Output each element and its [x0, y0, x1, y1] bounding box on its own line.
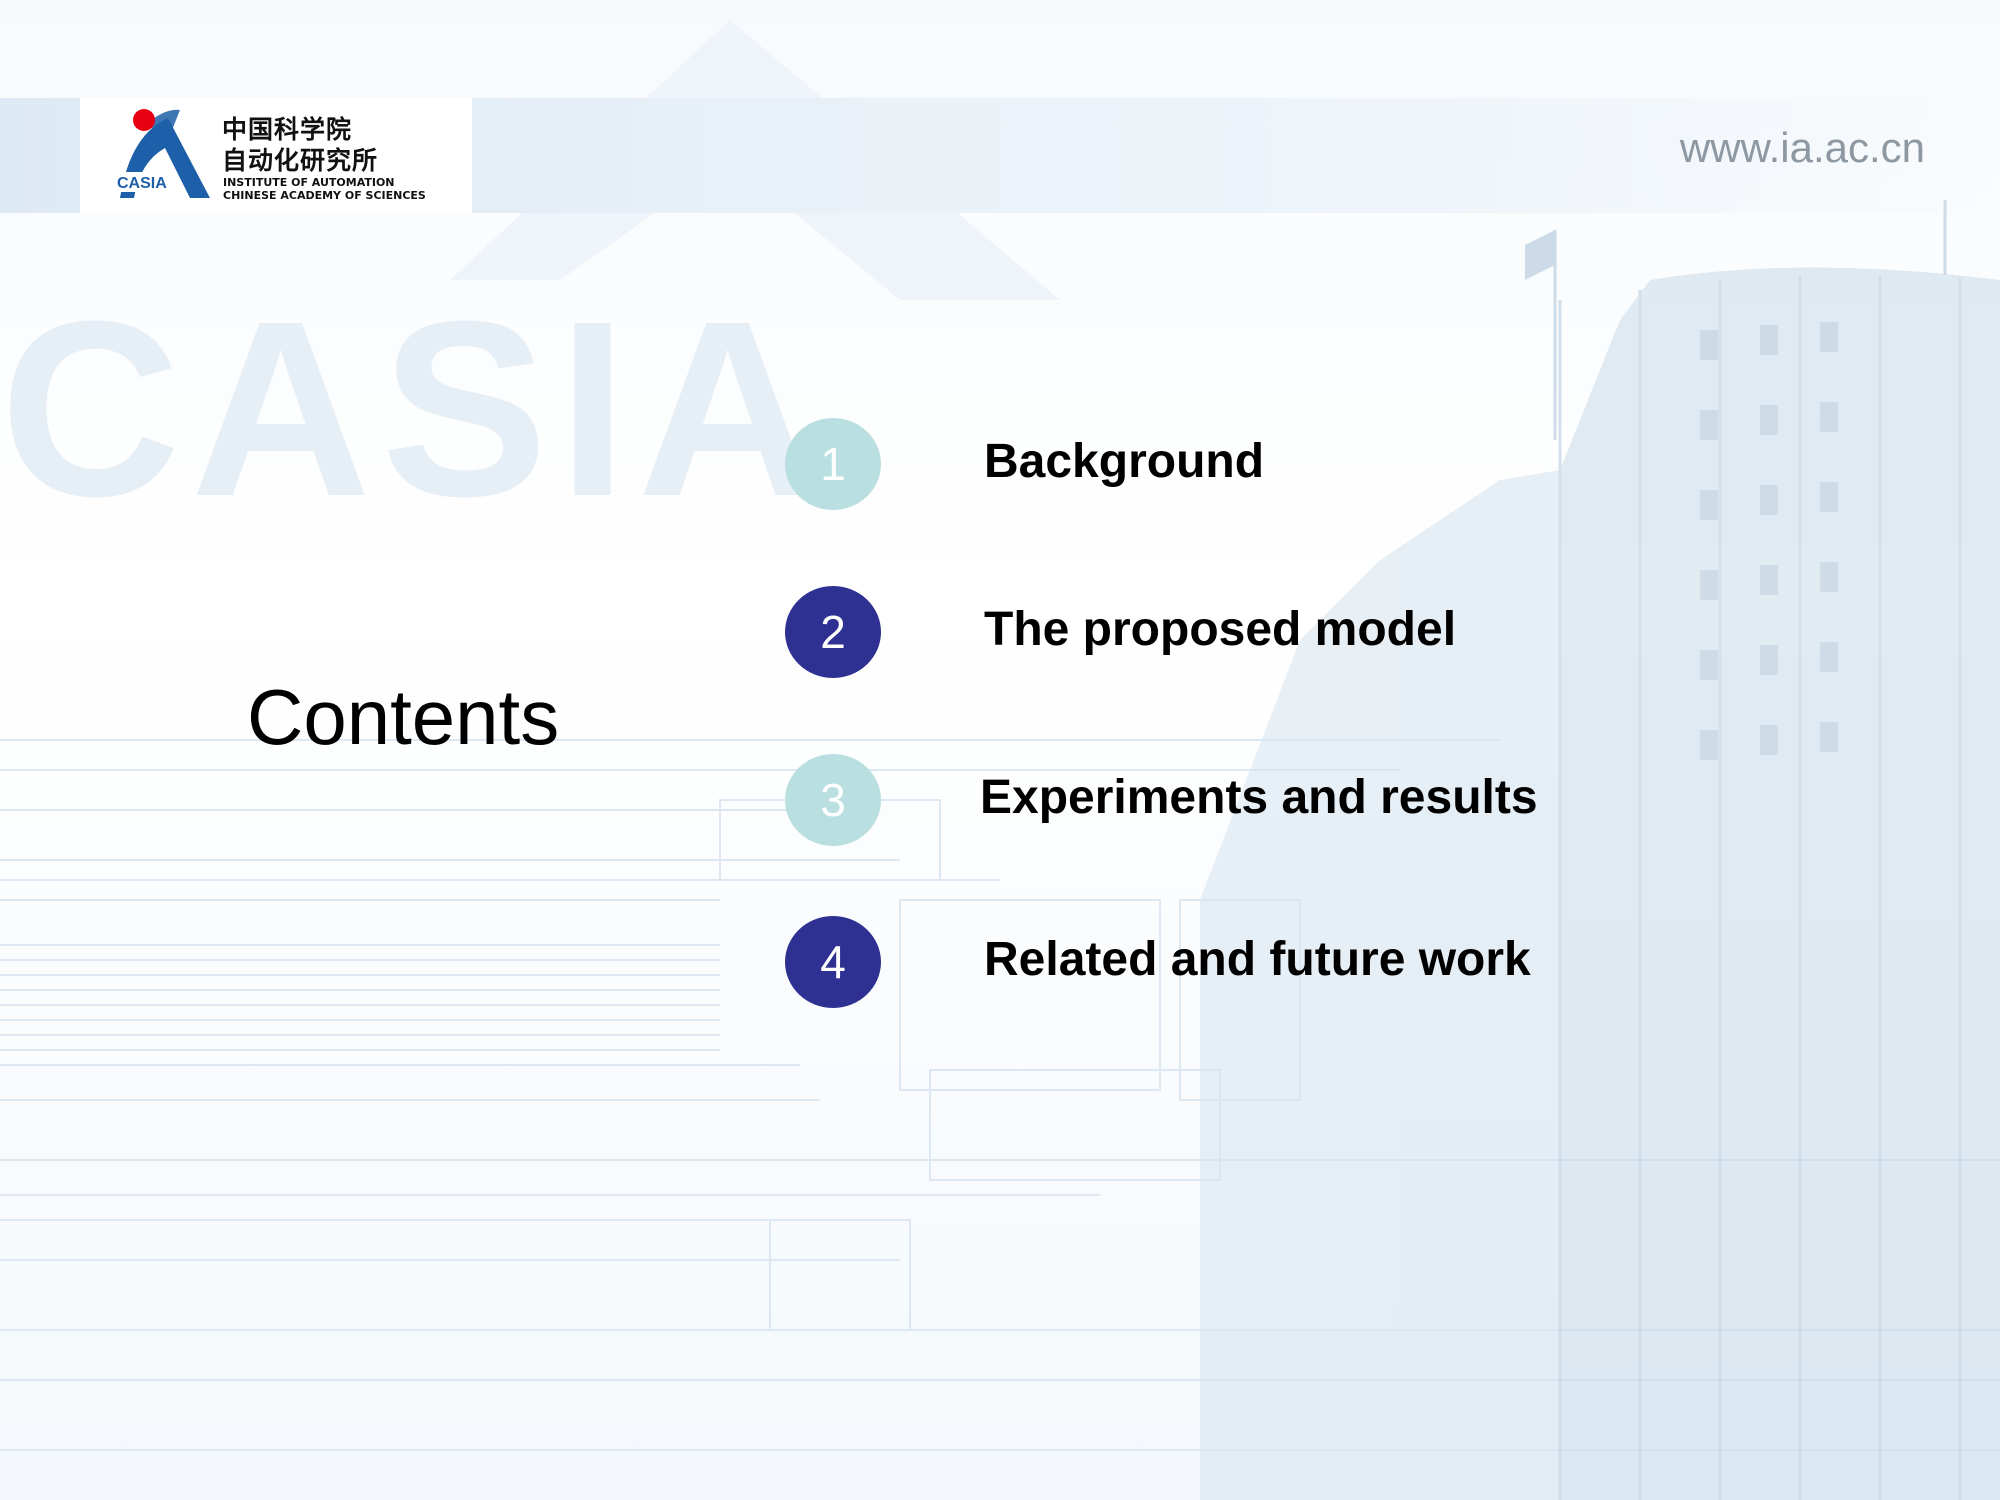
- item-number-badge: 2: [785, 586, 881, 678]
- item-label: Experiments and results: [980, 771, 1538, 824]
- contents-item-4: 4 Related and future work: [785, 916, 1785, 1008]
- contents-item-1: 1 Background: [785, 418, 1785, 510]
- contents-item-2: 2 The proposed model: [785, 586, 1785, 678]
- item-number-badge: 1: [785, 418, 881, 510]
- item-number-badge: 3: [785, 754, 881, 846]
- item-label: Related and future work: [984, 933, 1531, 986]
- item-label: Background: [984, 435, 1265, 488]
- logo-english-name: INSTITUTE OF AUTOMATION CHINESE ACADEMY …: [223, 176, 426, 202]
- casia-logo-icon: CASIA: [115, 109, 210, 198]
- website-url: www.ia.ac.cn: [1679, 124, 1925, 171]
- contents-item-3: 3 Experiments and results: [785, 754, 1785, 846]
- item-number-badge: 4: [785, 916, 881, 1008]
- logo-badge: CASIA: [117, 175, 167, 192]
- casia-watermark: CASIA: [0, 269, 828, 548]
- logo-chinese-name: 中国科学院 自动化研究所: [222, 115, 379, 175]
- slide-title: Contents: [247, 673, 560, 761]
- item-label: The proposed model: [984, 603, 1457, 656]
